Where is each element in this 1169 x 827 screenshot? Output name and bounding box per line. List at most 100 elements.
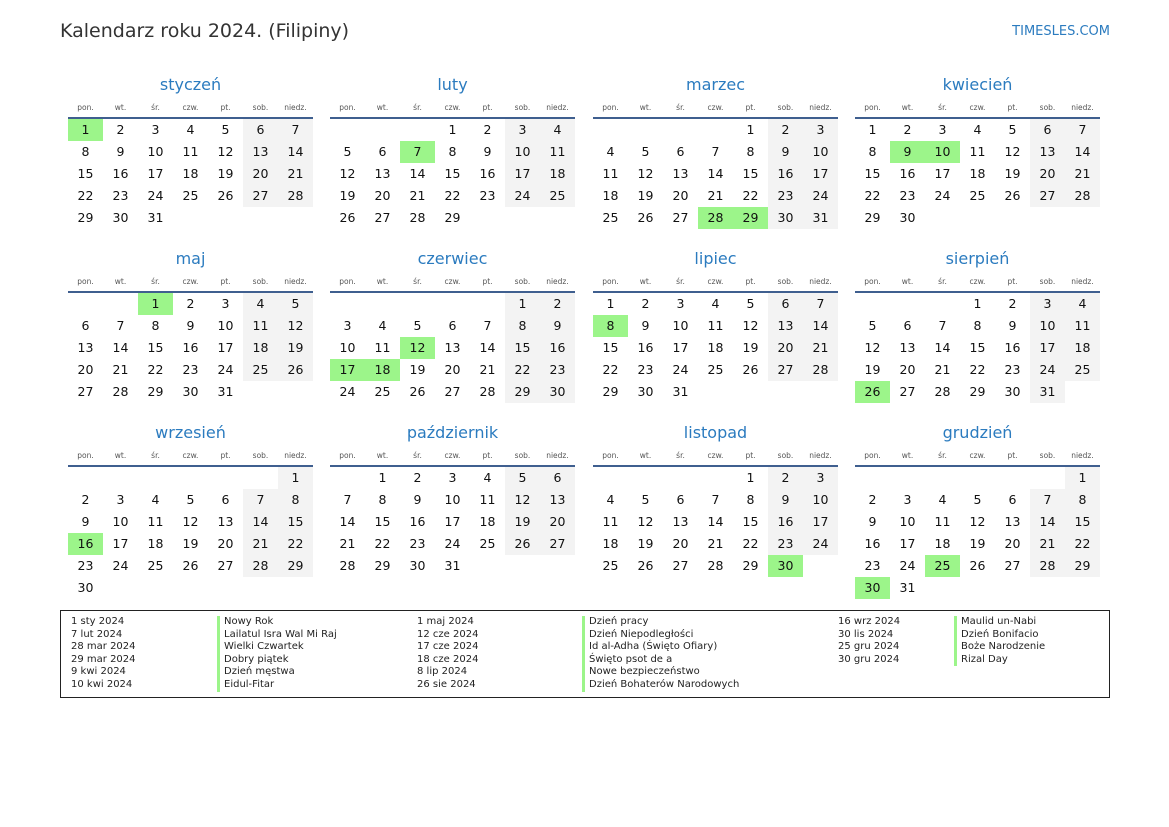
- day-cell[interactable]: 12: [217, 144, 234, 159]
- day-cell[interactable]: 29: [444, 210, 461, 225]
- day-cell[interactable]: 19: [864, 362, 881, 377]
- day-cell[interactable]: 2: [768, 119, 803, 141]
- day-cell[interactable]: 5: [641, 492, 650, 507]
- day-cell[interactable]: 8: [746, 144, 755, 159]
- day-cell[interactable]: 12: [505, 489, 540, 511]
- day-cell[interactable]: 25: [243, 359, 278, 381]
- day-cell[interactable]: 30: [899, 210, 916, 225]
- day-cell[interactable]: 18: [1065, 337, 1100, 359]
- day-cell[interactable]: 2: [540, 293, 575, 315]
- day-cell[interactable]: 25: [602, 210, 619, 225]
- day-cell[interactable]: 12: [339, 166, 356, 181]
- day-cell[interactable]: 9: [116, 144, 125, 159]
- day-cell[interactable]: 12: [637, 166, 654, 181]
- day-cell[interactable]: 19: [742, 340, 759, 355]
- day-cell[interactable]: 1: [868, 122, 877, 137]
- day-cell[interactable]: 28: [339, 558, 356, 573]
- day-cell[interactable]: 7: [803, 293, 838, 315]
- day-cell[interactable]: 11: [182, 144, 199, 159]
- day-cell[interactable]: 20: [768, 337, 803, 359]
- day-cell[interactable]: 26: [217, 188, 234, 203]
- day-cell[interactable]: 26: [855, 381, 890, 403]
- day-cell[interactable]: 9: [540, 315, 575, 337]
- day-cell[interactable]: 11: [540, 141, 575, 163]
- day-cell[interactable]: 1: [746, 470, 755, 485]
- day-cell[interactable]: 13: [1030, 141, 1065, 163]
- day-cell[interactable]: 18: [602, 188, 619, 203]
- day-cell[interactable]: 3: [343, 318, 352, 333]
- day-cell[interactable]: 14: [1030, 511, 1065, 533]
- day-cell[interactable]: 21: [1030, 533, 1065, 555]
- day-cell[interactable]: 18: [365, 359, 400, 381]
- day-cell[interactable]: 29: [374, 558, 391, 573]
- day-cell[interactable]: 16: [637, 340, 654, 355]
- day-cell[interactable]: 7: [1030, 489, 1065, 511]
- day-cell[interactable]: 30: [637, 384, 654, 399]
- day-cell[interactable]: 31: [899, 580, 916, 595]
- day-cell[interactable]: 20: [217, 536, 234, 551]
- day-cell[interactable]: 19: [1004, 166, 1021, 181]
- day-cell[interactable]: 22: [147, 362, 164, 377]
- day-cell[interactable]: 29: [1065, 555, 1100, 577]
- day-cell[interactable]: 28: [112, 384, 129, 399]
- day-cell[interactable]: 6: [676, 492, 685, 507]
- day-cell[interactable]: 29: [505, 381, 540, 403]
- day-cell[interactable]: 16: [68, 533, 103, 555]
- day-cell[interactable]: 29: [969, 384, 986, 399]
- day-cell[interactable]: 7: [116, 318, 125, 333]
- day-cell[interactable]: 20: [899, 362, 916, 377]
- day-cell[interactable]: 30: [409, 558, 426, 573]
- day-cell[interactable]: 4: [540, 119, 575, 141]
- day-cell[interactable]: 4: [151, 492, 160, 507]
- day-cell[interactable]: 21: [707, 536, 724, 551]
- day-cell[interactable]: 13: [217, 514, 234, 529]
- day-cell[interactable]: 12: [969, 514, 986, 529]
- day-cell[interactable]: 18: [934, 536, 951, 551]
- day-cell[interactable]: 1: [606, 296, 615, 311]
- day-cell[interactable]: 15: [969, 340, 986, 355]
- day-cell[interactable]: 16: [768, 163, 803, 185]
- day-cell[interactable]: 19: [637, 188, 654, 203]
- day-cell[interactable]: 11: [479, 492, 496, 507]
- day-cell[interactable]: 27: [217, 558, 234, 573]
- day-cell[interactable]: 24: [899, 558, 916, 573]
- day-cell[interactable]: 6: [540, 467, 575, 489]
- day-cell[interactable]: 21: [278, 163, 313, 185]
- day-cell[interactable]: 9: [768, 489, 803, 511]
- day-cell[interactable]: 23: [637, 362, 654, 377]
- day-cell[interactable]: 11: [707, 318, 724, 333]
- day-cell[interactable]: 2: [116, 122, 125, 137]
- day-cell[interactable]: 31: [1030, 381, 1065, 403]
- day-cell[interactable]: 4: [378, 318, 387, 333]
- day-cell[interactable]: 11: [969, 144, 986, 159]
- day-cell[interactable]: 11: [243, 315, 278, 337]
- day-cell[interactable]: 30: [1004, 384, 1021, 399]
- day-cell[interactable]: 5: [746, 296, 755, 311]
- day-cell[interactable]: 20: [243, 163, 278, 185]
- day-cell[interactable]: 10: [899, 514, 916, 529]
- day-cell[interactable]: 14: [934, 340, 951, 355]
- day-cell[interactable]: 27: [899, 384, 916, 399]
- day-cell[interactable]: 3: [803, 467, 838, 489]
- day-cell[interactable]: 16: [409, 514, 426, 529]
- day-cell[interactable]: 8: [448, 144, 457, 159]
- day-cell[interactable]: 9: [641, 318, 650, 333]
- day-cell[interactable]: 12: [742, 318, 759, 333]
- day-cell[interactable]: 2: [1008, 296, 1017, 311]
- day-cell[interactable]: 27: [672, 558, 689, 573]
- day-cell[interactable]: 22: [278, 533, 313, 555]
- day-cell[interactable]: 15: [742, 166, 759, 181]
- day-cell[interactable]: 14: [707, 166, 724, 181]
- day-cell[interactable]: 26: [742, 362, 759, 377]
- day-cell[interactable]: 1: [1065, 467, 1100, 489]
- day-cell[interactable]: 10: [217, 318, 234, 333]
- day-cell[interactable]: 30: [768, 207, 803, 229]
- day-cell[interactable]: 2: [483, 122, 492, 137]
- day-cell[interactable]: 21: [112, 362, 129, 377]
- day-cell[interactable]: 20: [77, 362, 94, 377]
- day-cell[interactable]: 31: [672, 384, 689, 399]
- day-cell[interactable]: 24: [339, 384, 356, 399]
- day-cell[interactable]: 10: [672, 318, 689, 333]
- day-cell[interactable]: 26: [182, 558, 199, 573]
- day-cell[interactable]: 16: [479, 166, 496, 181]
